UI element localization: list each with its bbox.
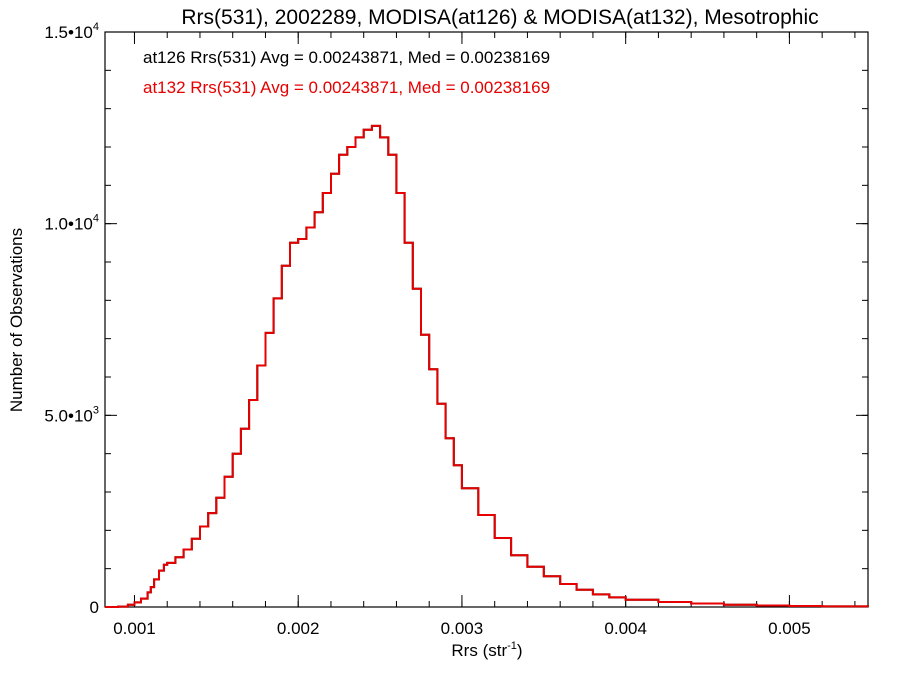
series-line-at126 [105, 124, 869, 608]
x-tick-label: 0.003 [441, 619, 484, 638]
legend-entry-at126: at126 Rrs(531) Avg = 0.00243871, Med = 0… [143, 48, 550, 67]
x-tick-label: 0.005 [768, 619, 811, 638]
y-axis-label: Number of Observations [7, 228, 26, 412]
legend: at126 Rrs(531) Avg = 0.00243871, Med = 0… [143, 48, 550, 97]
chart-title: Rrs(531), 2002289, MODISA(at126) & MODIS… [181, 6, 818, 29]
y-tick-label: 5.0•103 [44, 404, 99, 425]
series-group [105, 124, 869, 608]
plot-axes: 0.001 0.002 0.003 0.004 0.005 0 5.0•103 1.0•104… [44, 21, 869, 638]
plot-frame [104, 31, 869, 608]
x-axis-label: Rrs (str-1) [451, 640, 522, 660]
y-tick-label: 1.5•104 [44, 21, 99, 42]
legend-entry-at132: at132 Rrs(531) Avg = 0.00243871, Med = 0… [143, 78, 550, 97]
x-tick-label: 0.002 [277, 619, 320, 638]
y-tick-label: 0 [90, 598, 99, 617]
x-tick-label: 0.004 [604, 619, 647, 638]
x-tick-label: 0.001 [113, 619, 156, 638]
series-line-at132 [105, 124, 869, 608]
y-tick-label: 1.0•104 [44, 213, 99, 234]
